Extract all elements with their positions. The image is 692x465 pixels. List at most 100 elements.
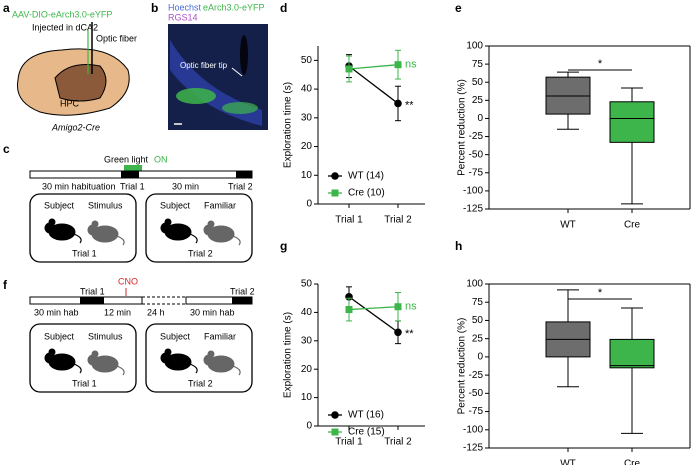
fiber-label: Optic fiber xyxy=(96,33,137,43)
stimulus-mouse xyxy=(87,350,125,376)
y-tick-label: 50 xyxy=(472,315,484,326)
significance-label: ** xyxy=(405,99,414,111)
phase-label: 30 min hab xyxy=(190,307,235,317)
subject-mouse xyxy=(44,218,82,244)
panel-label: h xyxy=(455,239,462,253)
panel-label: c xyxy=(3,142,10,156)
y-tick-label: 0 xyxy=(306,421,312,432)
x-tick-label: Cre xyxy=(624,220,641,231)
region-label: HPC xyxy=(60,98,80,108)
legend-label: Cre (15) xyxy=(348,427,385,438)
arena-trial: Trial 1 xyxy=(72,248,97,258)
panel-label: f xyxy=(3,278,8,292)
fiber-track xyxy=(240,35,248,75)
y-tick-label: 40 xyxy=(301,84,313,95)
phase-label: 30 min xyxy=(172,181,199,191)
y-tick-label: 50 xyxy=(472,77,484,88)
phase-label: 24 h xyxy=(147,307,165,317)
annotation: Optic fiber tip xyxy=(180,61,228,70)
stain-label: Hoechst xyxy=(168,2,202,12)
y-tick-label: 50 xyxy=(301,55,313,66)
arena-label: Familiar xyxy=(204,200,236,210)
arena-label: Stimulus xyxy=(88,331,123,341)
arena-trial: Trial 2 xyxy=(188,248,213,258)
arena-trial: Trial 2 xyxy=(188,378,213,388)
x-tick-label: Cre xyxy=(624,459,641,465)
stain-label: RGS14 xyxy=(168,12,198,22)
trial-label: Trial 1 xyxy=(80,286,105,296)
x-tick-label: Trial 2 xyxy=(384,215,412,226)
y-tick-label: 40 xyxy=(301,307,313,318)
y-tick-label: 25 xyxy=(472,333,484,344)
significance-label: * xyxy=(598,58,603,70)
cno-label: CNO xyxy=(118,276,138,286)
arena xyxy=(145,323,253,393)
timeline xyxy=(29,170,253,179)
trial-block xyxy=(232,297,252,304)
y-tick-label: 30 xyxy=(301,112,313,123)
x-tick-label: Trial 1 xyxy=(335,437,363,448)
subject-mouse xyxy=(44,348,82,374)
series-line xyxy=(348,64,399,70)
y-tick-label: 10 xyxy=(301,170,313,181)
box xyxy=(609,101,655,143)
arena-trial: Trial 1 xyxy=(72,378,97,388)
x-tick-label: Trial 1 xyxy=(335,215,363,226)
light-label: Green light xyxy=(104,154,149,164)
trial-block xyxy=(236,171,252,178)
x-tick-label: Trial 2 xyxy=(384,437,412,448)
y-tick-label: -100 xyxy=(463,186,483,197)
arena-label: Subject xyxy=(44,331,75,341)
y-tick-label: -100 xyxy=(463,424,483,435)
stimulus-mouse xyxy=(87,220,125,246)
y-tick-label: -50 xyxy=(469,388,484,399)
phase-label: Trial 1 xyxy=(120,181,145,191)
y-tick-label: 10 xyxy=(301,392,313,403)
trial-block xyxy=(121,171,139,178)
hippocampus xyxy=(54,64,107,102)
phase-label: 30 min hab xyxy=(34,307,79,317)
y-tick-label: 25 xyxy=(472,95,484,106)
annotation-arrow xyxy=(231,67,243,77)
legend-marker xyxy=(331,189,339,197)
light-period xyxy=(124,165,142,171)
arena xyxy=(29,193,137,263)
mouse-line: Amigo2-Cre xyxy=(51,122,100,132)
trial-block xyxy=(80,297,104,304)
y-tick-label: -75 xyxy=(469,406,484,417)
significance-label: ns xyxy=(405,301,417,313)
arena xyxy=(29,323,137,393)
y-tick-label: 20 xyxy=(301,364,313,375)
y-tick-label: 0 xyxy=(306,199,312,210)
panel-label: e xyxy=(455,1,462,15)
y-axis-label: Exploration time (s) xyxy=(283,82,294,168)
subject-mouse xyxy=(160,218,198,244)
arena-label: Subject xyxy=(160,331,191,341)
y-tick-label: 20 xyxy=(301,141,313,152)
panel-label: a xyxy=(3,1,10,15)
y-tick-label: -125 xyxy=(463,204,483,215)
y-axis-label: Exploration time (s) xyxy=(283,312,294,398)
significance-label: ** xyxy=(405,328,414,340)
y-tick-label: -25 xyxy=(469,131,484,142)
arena-label: Subject xyxy=(44,200,75,210)
subject-mouse xyxy=(160,348,198,374)
arena xyxy=(145,193,253,263)
y-tick-label: 75 xyxy=(472,59,484,70)
y-tick-label: -125 xyxy=(463,443,483,454)
stain-area xyxy=(176,88,216,104)
y-tick-label: -50 xyxy=(469,149,484,160)
arena-label: Stimulus xyxy=(88,200,123,210)
panel-label: d xyxy=(280,1,287,15)
phase-label: Trial 2 xyxy=(228,181,253,191)
y-tick-label: 0 xyxy=(477,352,483,363)
x-tick-label: WT xyxy=(560,220,576,231)
y-tick-label: 100 xyxy=(466,41,483,52)
y-tick-label: 75 xyxy=(472,297,484,308)
injection: Injected in dCA2 xyxy=(32,22,98,32)
box xyxy=(609,338,655,369)
data-point xyxy=(394,328,402,337)
y-tick-label: 100 xyxy=(466,279,483,290)
series-line xyxy=(348,306,399,311)
